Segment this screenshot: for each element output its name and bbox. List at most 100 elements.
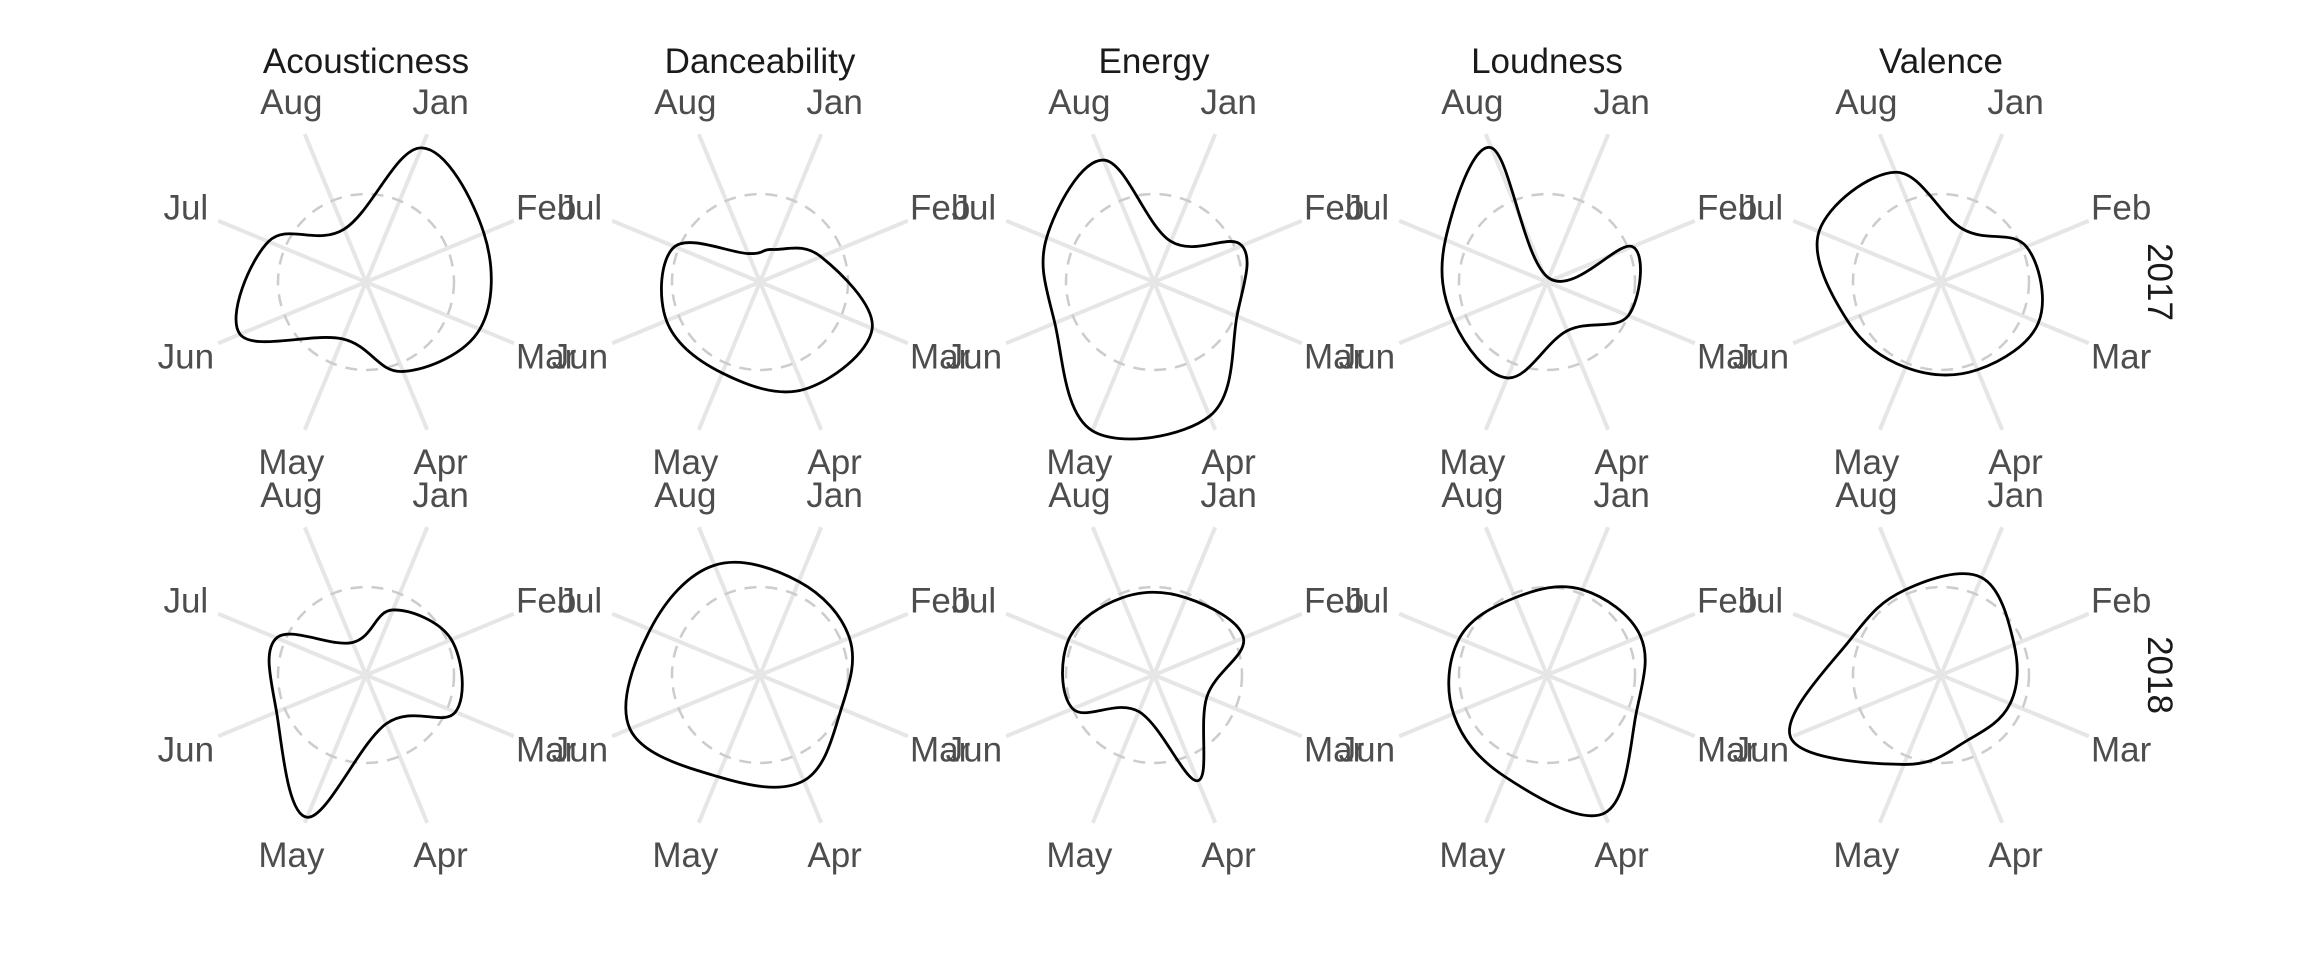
month-label-feb: Feb bbox=[910, 581, 970, 620]
spoke-may bbox=[1877, 674, 1943, 824]
radar-series-loudness-2017 bbox=[1440, 146, 1642, 380]
spoke-jun bbox=[217, 673, 367, 739]
spoke-mar bbox=[1546, 280, 1696, 346]
spoke-jul bbox=[1398, 611, 1548, 677]
month-label-aug: Aug bbox=[1835, 476, 1897, 515]
month-label-mar: Mar bbox=[910, 338, 971, 377]
spoke-aug bbox=[1877, 133, 1943, 283]
month-label-apr: Apr bbox=[807, 443, 862, 482]
spoke-jan bbox=[1152, 526, 1218, 676]
month-label-jun: Jun bbox=[946, 731, 1002, 770]
spoke-aug bbox=[302, 526, 368, 676]
month-label-jul: Jul bbox=[951, 188, 996, 227]
month-label-jan: Jan bbox=[412, 476, 468, 515]
spoke-jun bbox=[611, 280, 761, 346]
spoke-apr bbox=[758, 281, 824, 431]
month-label-feb: Feb bbox=[910, 188, 970, 227]
radar-panel-loudness-2018: Jan Feb Mar Apr May Jun Jul Aug bbox=[1339, 476, 1758, 875]
reference-circle bbox=[1457, 585, 1637, 765]
spoke-aug bbox=[1877, 526, 1943, 676]
month-label-jan: Jan bbox=[1200, 476, 1256, 515]
month-label-jun: Jun bbox=[1733, 338, 1789, 377]
month-label-mar: Mar bbox=[1697, 731, 1758, 770]
reference-circle bbox=[276, 192, 456, 372]
spoke-jun bbox=[1398, 673, 1548, 739]
month-label-jul: Jul bbox=[557, 581, 602, 620]
radar-panel-valence-2018: Jan Feb Mar Apr May Jun Jul Aug bbox=[1733, 476, 2152, 875]
month-label-jul: Jul bbox=[1344, 581, 1389, 620]
radar-panel-energy-2018: Jan Feb Mar Apr May Jun Jul Aug bbox=[946, 476, 1365, 875]
spoke-jul bbox=[217, 611, 367, 677]
month-label-may: May bbox=[1439, 443, 1506, 482]
facet-title-danceability: Danceability bbox=[665, 42, 856, 81]
spoke-jul bbox=[611, 218, 761, 284]
month-label-mar: Mar bbox=[2091, 731, 2152, 770]
spoke-may bbox=[1483, 281, 1549, 431]
month-label-jan: Jan bbox=[1593, 476, 1649, 515]
spoke-apr bbox=[1152, 281, 1218, 431]
spoke-mar bbox=[365, 673, 515, 739]
facet-title-loudness: Loudness bbox=[1471, 42, 1623, 81]
radar-series-valence-2018 bbox=[1788, 572, 2019, 766]
spoke-feb bbox=[759, 611, 909, 677]
spoke-jan bbox=[1939, 133, 2005, 283]
month-label-aug: Aug bbox=[260, 83, 322, 122]
month-label-may: May bbox=[1439, 836, 1506, 875]
month-label-mar: Mar bbox=[1697, 338, 1758, 377]
spoke-jul bbox=[1792, 611, 1942, 677]
spoke-mar bbox=[365, 280, 515, 346]
reference-circle bbox=[670, 585, 850, 765]
month-label-mar: Mar bbox=[2091, 338, 2152, 377]
month-label-may: May bbox=[652, 836, 719, 875]
spoke-feb bbox=[759, 218, 909, 284]
spoke-jul bbox=[1398, 218, 1548, 284]
spoke-may bbox=[1090, 281, 1156, 431]
month-label-apr: Apr bbox=[807, 836, 862, 875]
spoke-aug bbox=[302, 133, 368, 283]
radar-series-energy-2017 bbox=[1041, 158, 1249, 441]
radar-panel-loudness-2017: Jan Feb Mar Apr May Jun Jul Aug bbox=[1339, 83, 1758, 482]
month-label-aug: Aug bbox=[654, 83, 716, 122]
reference-circle bbox=[1064, 585, 1244, 765]
spoke-jun bbox=[1792, 280, 1942, 346]
spoke-apr bbox=[758, 674, 824, 824]
radar-series-danceability-2017 bbox=[660, 241, 874, 394]
month-label-apr: Apr bbox=[413, 443, 468, 482]
spoke-jul bbox=[1005, 611, 1155, 677]
month-label-apr: Apr bbox=[1988, 836, 2043, 875]
month-label-jan: Jan bbox=[1593, 83, 1649, 122]
month-label-jul: Jul bbox=[163, 188, 208, 227]
radar-series-acousticness-2018 bbox=[267, 608, 464, 819]
spoke-jul bbox=[611, 611, 761, 677]
month-label-may: May bbox=[1046, 836, 1113, 875]
spoke-jan bbox=[758, 133, 824, 283]
spoke-aug bbox=[1090, 526, 1156, 676]
radar-panel-acousticness-2018: Jan Feb Mar Apr May Jun Jul Aug bbox=[158, 476, 577, 875]
month-label-feb: Feb bbox=[516, 188, 576, 227]
month-label-jan: Jan bbox=[806, 83, 862, 122]
month-label-feb: Feb bbox=[1697, 188, 1757, 227]
spoke-feb bbox=[1546, 611, 1696, 677]
spoke-may bbox=[1483, 674, 1549, 824]
month-label-feb: Feb bbox=[1697, 581, 1757, 620]
spoke-feb bbox=[365, 218, 515, 284]
radar-series-energy-2018 bbox=[1061, 590, 1245, 783]
month-label-jan: Jan bbox=[1987, 83, 2043, 122]
month-label-jan: Jan bbox=[806, 476, 862, 515]
month-label-may: May bbox=[1046, 443, 1113, 482]
month-label-aug: Aug bbox=[1048, 476, 1110, 515]
spoke-jul bbox=[1005, 218, 1155, 284]
month-label-jul: Jul bbox=[1344, 188, 1389, 227]
month-label-may: May bbox=[652, 443, 719, 482]
spoke-feb bbox=[1153, 218, 1303, 284]
reference-circle bbox=[1064, 192, 1244, 372]
month-label-feb: Feb bbox=[2091, 188, 2151, 227]
month-label-apr: Apr bbox=[413, 836, 468, 875]
spoke-feb bbox=[1940, 218, 2090, 284]
row-strips: 2017 2018 bbox=[2140, 243, 2179, 714]
spoke-jan bbox=[364, 133, 430, 283]
spoke-mar bbox=[1153, 280, 1303, 346]
month-label-feb: Feb bbox=[2091, 581, 2151, 620]
month-label-aug: Aug bbox=[1441, 83, 1503, 122]
